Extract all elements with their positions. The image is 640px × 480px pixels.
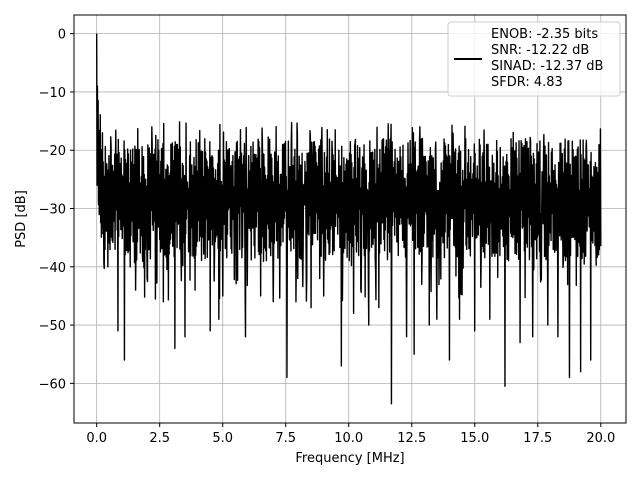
y-axis-label: PSD [dB] (14, 190, 29, 248)
x-tick-label: 15.0 (460, 431, 489, 446)
legend-sinad: SINAD: -12.37 dB (491, 59, 603, 74)
psd-series-line (95, 33, 602, 405)
x-ticks: 0.0 2.5 5.0 7.5 10.0 12.5 15.0 17.5 20.0 (86, 423, 615, 446)
x-tick-label: 5.0 (212, 431, 233, 446)
x-tick-label: 10.0 (334, 431, 363, 446)
y-tick-label: −50 (39, 319, 66, 334)
y-ticks: 0 −10 −20 −30 −40 −50 −60 (39, 28, 74, 392)
x-tick-label: 7.5 (275, 431, 296, 446)
x-tick-label: 20.0 (586, 431, 615, 446)
series-group (95, 33, 602, 405)
x-tick-label: 17.5 (523, 431, 552, 446)
y-tick-label: −60 (39, 377, 66, 392)
y-tick-label: −40 (39, 261, 66, 276)
x-tick-label: 0.0 (86, 431, 107, 446)
legend: ENOB: -2.35 bits SNR: -12.22 dB SINAD: -… (447, 21, 621, 97)
y-tick-label: 0 (58, 28, 66, 43)
x-tick-label: 12.5 (397, 431, 426, 446)
y-tick-label: −20 (39, 144, 66, 159)
legend-snr: SNR: -12.22 dB (491, 43, 589, 58)
x-tick-label: 2.5 (149, 431, 170, 446)
x-axis-label: Frequency [MHz] (295, 451, 404, 466)
legend-enob: ENOB: -2.35 bits (491, 27, 598, 42)
legend-box (447, 21, 621, 97)
plot-frame (73, 14, 627, 424)
legend-sfdr: SFDR: 4.83 (491, 75, 563, 90)
y-tick-label: −10 (39, 86, 66, 101)
y-tick-label: −30 (39, 203, 66, 218)
